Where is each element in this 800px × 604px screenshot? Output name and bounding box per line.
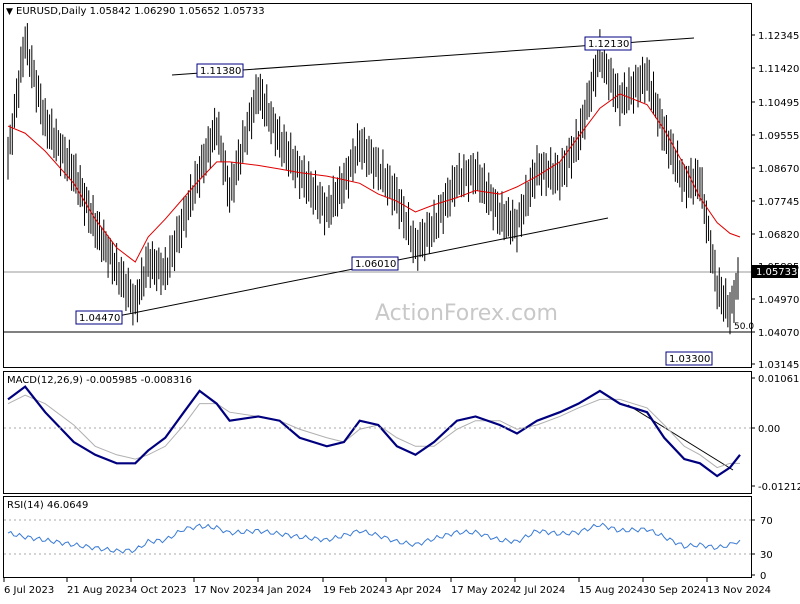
price-bars (7, 23, 739, 335)
rsi-y-tick-label: 30 (760, 550, 773, 561)
rsi-y-tick-label: 70 (760, 516, 773, 527)
annotation-high-right: 1.12130 (584, 36, 632, 51)
price-y-tick-label: 1.10495 (758, 98, 799, 109)
macd-panel-frame (3, 371, 752, 494)
price-y-tick-label: 1.04970 (758, 295, 799, 306)
x-tick-label: 4 Jan 2024 (258, 585, 312, 596)
x-tick-label: 3 Apr 2024 (386, 585, 441, 596)
rsi-y-axis: 70 30 0 (751, 516, 773, 582)
x-tick-label: 17 Nov 2023 (194, 585, 258, 596)
macd-y-tick-label: 0.00 (758, 424, 780, 435)
x-tick-label: 17 May 2024 (451, 585, 516, 596)
x-tick-label: 19 Feb 2024 (323, 585, 385, 596)
x-tick-label: 6 Jul 2023 (4, 585, 54, 596)
annotation-low-left: 1.04470 (75, 310, 123, 325)
annotation-low-left-label: 1.04470 (79, 313, 120, 324)
price-y-tick-label: 1.04070 (758, 328, 799, 339)
header-marker-icon: ▼ (6, 7, 13, 17)
price-y-tick-label: 1.09555 (758, 131, 799, 142)
annotation-mid-low-label: 1.06010 (355, 259, 396, 270)
price-y-tick-label: 1.03145 (758, 360, 799, 371)
current-price-tag-label: 1.05733 (756, 267, 797, 278)
x-tick-label: 2 Jul 2024 (515, 585, 565, 596)
macd-panel-title: MACD(12,26,9) -0.005985 -0.008316 (7, 375, 192, 386)
price-y-tick-label: 1.08670 (758, 164, 799, 175)
rsi-line (7, 522, 741, 554)
x-tick-label: 4 Oct 2023 (131, 585, 186, 596)
price-sma-group (7, 93, 741, 263)
x-axis: 6 Jul 2023 21 Aug 2023 4 Oct 2023 17 Nov 20… (3, 578, 771, 596)
price-y-tick-label: 1.11420 (758, 64, 799, 75)
fib-50-label: 50.0 (734, 322, 754, 332)
header-symbol-line: EURUSD,Daily 1.05842 1.06290 1.05652 1.0… (16, 6, 265, 17)
x-tick-label: 30 Sep 2024 (643, 585, 706, 596)
macd-trend-line (627, 404, 734, 471)
current-price-tag: 1.05733 (752, 265, 798, 278)
macd-plot (7, 385, 741, 478)
rsi-panel-title: RSI(14) 46.0649 (7, 500, 88, 511)
annotation-high-right-label: 1.12130 (588, 39, 629, 50)
x-tick-label: 13 Nov 2024 (707, 585, 771, 596)
x-tick-label: 21 Aug 2023 (67, 585, 131, 596)
macd-y-tick-label: -0.01212 (758, 482, 800, 493)
annotation-low-right: 1.03300 (665, 351, 713, 366)
annotation-high-left-label: 1.11380 (200, 66, 241, 77)
annotation-high-left: 1.11380 (196, 63, 244, 78)
macd-y-axis: 0.010618 0.00 -0.01212 (751, 374, 800, 493)
price-y-tick-label: 1.06820 (758, 230, 799, 241)
annotation-low-right-label: 1.03300 (669, 354, 710, 365)
price-y-axis: 1.12345 1.11420 1.10495 1.09555 1.08670 1.077… (751, 31, 799, 371)
macd-main-line (7, 385, 741, 478)
watermark: ActionForex.com (375, 301, 558, 326)
price-y-tick-label: 1.07745 (758, 197, 799, 208)
price-y-tick-label: 1.12345 (758, 31, 799, 42)
rsi-plot (7, 522, 741, 554)
macd-y-tick-label: 0.010618 (758, 374, 800, 385)
price-sma-line (7, 93, 741, 263)
rsi-panel-frame (3, 496, 752, 578)
rsi-y-tick-label: 0 (760, 571, 766, 582)
annotation-mid-low: 1.06010 (351, 256, 399, 271)
x-tick-label: 15 Aug 2024 (579, 585, 643, 596)
